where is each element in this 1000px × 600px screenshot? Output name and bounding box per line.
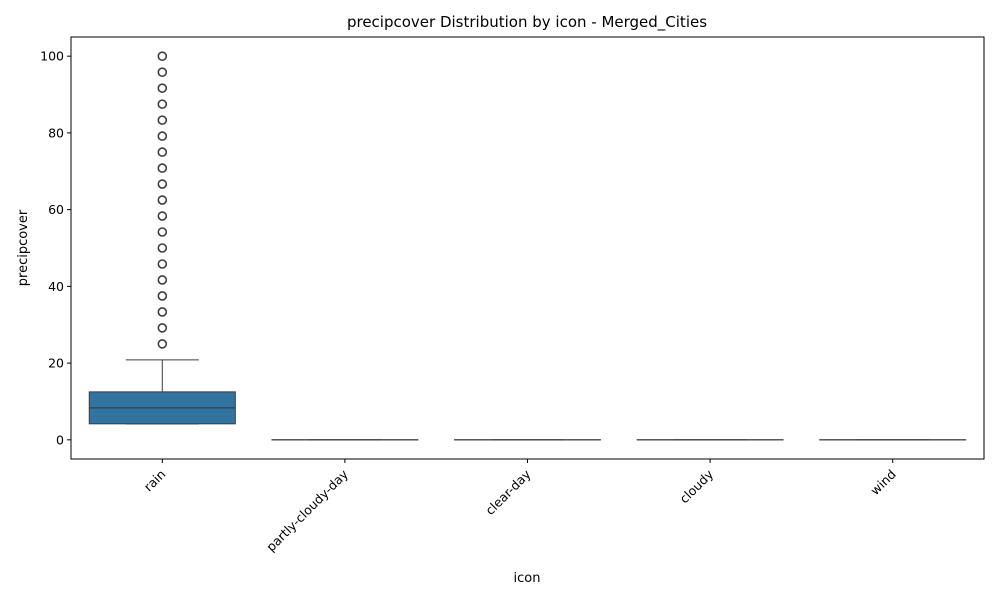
y-axis: 0 20 40 60 80 100 xyxy=(40,49,71,447)
y-axis-label: precipcover xyxy=(16,209,31,286)
outlier-point xyxy=(157,339,168,349)
outlier-point xyxy=(157,179,168,189)
x-tick-label: wind xyxy=(867,467,899,499)
outlier-point xyxy=(157,323,168,333)
box-group-rain xyxy=(88,51,236,425)
y-tick-label: 0 xyxy=(56,432,64,447)
y-tick-label: 20 xyxy=(48,356,64,371)
outlier-point xyxy=(157,243,168,253)
boxes-layer xyxy=(88,51,967,441)
outlier-point xyxy=(157,115,168,125)
outlier-point xyxy=(157,99,168,109)
outlier-point xyxy=(157,195,168,205)
outlier-point xyxy=(157,131,168,141)
x-tick-label: clear-day xyxy=(482,466,534,518)
y-tick-label: 80 xyxy=(48,125,64,140)
outlier-point xyxy=(157,147,168,157)
y-tick-label: 100 xyxy=(40,49,64,64)
x-tick-label: partly-cloudy-day xyxy=(263,466,351,554)
x-axis: rain partly-cloudy-day clear-day cloudy wind xyxy=(141,459,899,554)
x-tick-label: cloudy xyxy=(676,466,716,506)
outlier-point xyxy=(157,259,168,269)
outlier-point xyxy=(157,211,168,221)
outlier-point xyxy=(157,67,168,77)
outlier-point xyxy=(157,51,168,61)
outlier-point xyxy=(157,307,168,317)
x-tick-label: rain xyxy=(141,467,169,495)
outlier-point xyxy=(157,275,168,285)
outlier-point xyxy=(157,291,168,301)
chart-title: precipcover Distribution by icon - Merge… xyxy=(347,13,707,32)
outlier-point xyxy=(157,163,168,173)
outlier-point xyxy=(157,227,168,237)
outlier-point xyxy=(157,83,168,93)
y-tick-label: 60 xyxy=(48,202,64,217)
x-axis-label: icon xyxy=(514,571,541,586)
y-tick-label: 40 xyxy=(48,279,64,294)
